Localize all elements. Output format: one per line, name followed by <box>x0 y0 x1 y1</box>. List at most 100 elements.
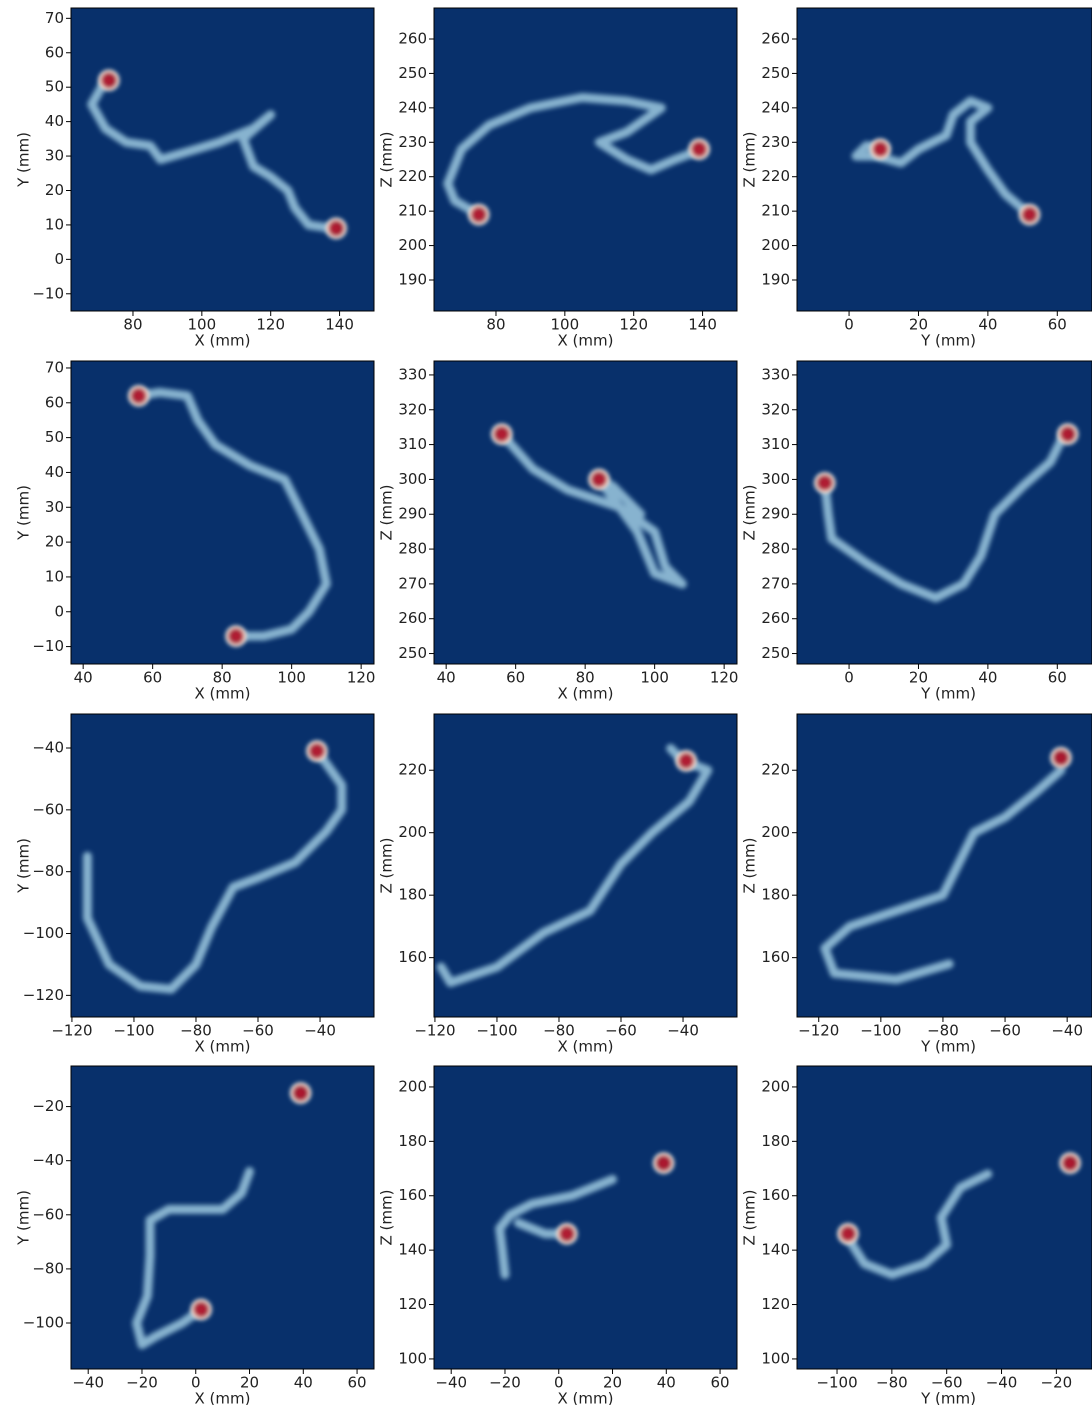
x-tick-label: 120 <box>256 316 285 334</box>
y-tick-label: 320 <box>398 400 427 418</box>
x-tick-label: 60 <box>143 669 162 687</box>
y-tick-label: 140 <box>761 1241 790 1259</box>
x-tick-label: 0 <box>844 669 854 687</box>
trace <box>840 1169 993 1280</box>
x-tick-label: −40 <box>986 1374 1018 1392</box>
y-axis-label: Y (mm) <box>15 1190 33 1246</box>
x-tick-label: −80 <box>543 1022 575 1040</box>
x-tick-label: 140 <box>325 316 354 334</box>
y-tick-label: 50 <box>45 78 64 96</box>
x-tick-label: 60 <box>711 1374 730 1392</box>
hotspot <box>586 466 613 493</box>
y-tick-label: 220 <box>761 167 790 185</box>
trace <box>820 765 1066 984</box>
x-axis-label: Y (mm) <box>920 1390 976 1405</box>
x-tick-label: 100 <box>188 316 217 334</box>
x-tick-label: −80 <box>180 1022 212 1040</box>
x-tick-label: 40 <box>657 1374 676 1392</box>
plot-frame <box>70 713 375 1018</box>
trace <box>851 96 1034 220</box>
y-tick-label: −40 <box>32 1151 64 1169</box>
y-tick-label: 260 <box>761 29 790 47</box>
x-tick-label: 20 <box>603 1374 622 1392</box>
y-tick-label: 190 <box>761 271 790 289</box>
trace <box>87 75 338 233</box>
y-axis-label: Z (mm) <box>378 485 396 541</box>
x-tick-label: −100 <box>860 1022 901 1040</box>
plot-frame <box>796 713 1092 1018</box>
hotspot <box>673 747 700 774</box>
plot-area <box>851 96 1043 228</box>
trace <box>820 429 1069 603</box>
plot-background <box>797 361 1092 664</box>
y-tick-label: 210 <box>761 202 790 220</box>
x-axis-label: X (mm) <box>195 685 251 703</box>
y-axis-label: Z (mm) <box>378 838 396 894</box>
plot-frame <box>433 713 738 1018</box>
x-tick-label: 40 <box>978 669 997 687</box>
hotspot <box>1057 1150 1084 1177</box>
y-axis-label: Y (mm) <box>15 485 33 541</box>
y-tick-label: 330 <box>398 365 427 383</box>
hotspot <box>125 382 152 409</box>
hotspot <box>488 421 515 448</box>
x-tick-label: 60 <box>348 1374 367 1392</box>
x-tick-label: −60 <box>242 1022 274 1040</box>
plot-area <box>834 1150 1084 1280</box>
y-tick-label: 30 <box>45 498 64 516</box>
x-tick-label: −80 <box>927 1022 959 1040</box>
x-tick-label: 100 <box>551 316 580 334</box>
x-axis-label: Y (mm) <box>920 332 976 350</box>
x-tick-label: −100 <box>816 1374 857 1392</box>
y-tick-label: −40 <box>32 739 64 757</box>
y-tick-label: 200 <box>761 1077 790 1095</box>
y-tick-label: 180 <box>761 1132 790 1150</box>
y-tick-label: 320 <box>761 400 790 418</box>
x-tick-label: 140 <box>688 316 717 334</box>
y-tick-label: −100 <box>23 924 64 942</box>
plot-area <box>87 67 350 242</box>
plot-frame <box>433 7 738 312</box>
y-tick-label: −10 <box>32 637 64 655</box>
hotspot <box>188 1296 215 1323</box>
x-tick-label: −60 <box>931 1374 963 1392</box>
y-tick-label: 310 <box>398 435 427 453</box>
x-tick-label: −20 <box>489 1374 521 1392</box>
y-axis-label: Y (mm) <box>15 132 33 188</box>
y-tick-label: 220 <box>398 761 427 779</box>
plot-background <box>434 1066 737 1369</box>
hotspot <box>287 1080 314 1107</box>
x-tick-label: 60 <box>1048 316 1067 334</box>
plot-area <box>132 1080 314 1350</box>
y-tick-label: −10 <box>32 284 64 302</box>
y-tick-label: 70 <box>45 9 64 27</box>
x-tick-label: 100 <box>277 669 306 687</box>
x-tick-label: −40 <box>304 1022 336 1040</box>
plot-background <box>71 1066 374 1369</box>
y-tick-label: 20 <box>45 181 64 199</box>
trace <box>134 387 331 641</box>
plot-frame <box>433 1065 738 1370</box>
y-tick-label: 200 <box>761 236 790 254</box>
y-tick-label: 260 <box>398 29 427 47</box>
x-tick-label: 60 <box>1048 669 1067 687</box>
x-tick-label: 20 <box>909 669 928 687</box>
x-tick-label: 40 <box>978 316 997 334</box>
plot-frame <box>796 1065 1092 1370</box>
y-tick-label: 180 <box>398 1132 427 1150</box>
x-tick-label: −60 <box>989 1022 1021 1040</box>
y-tick-label: 200 <box>398 823 427 841</box>
hotspot <box>811 469 838 496</box>
x-tick-label: 0 <box>844 316 854 334</box>
y-tick-label: 160 <box>398 1186 427 1204</box>
hotspot <box>1016 201 1043 228</box>
y-tick-label: 220 <box>398 167 427 185</box>
x-tick-label: 40 <box>74 669 93 687</box>
y-tick-label: 310 <box>761 435 790 453</box>
x-tick-label: −40 <box>72 1374 104 1392</box>
trace <box>436 743 713 988</box>
y-tick-label: 280 <box>398 540 427 558</box>
y-tick-label: 240 <box>761 98 790 116</box>
y-tick-label: 220 <box>761 761 790 779</box>
